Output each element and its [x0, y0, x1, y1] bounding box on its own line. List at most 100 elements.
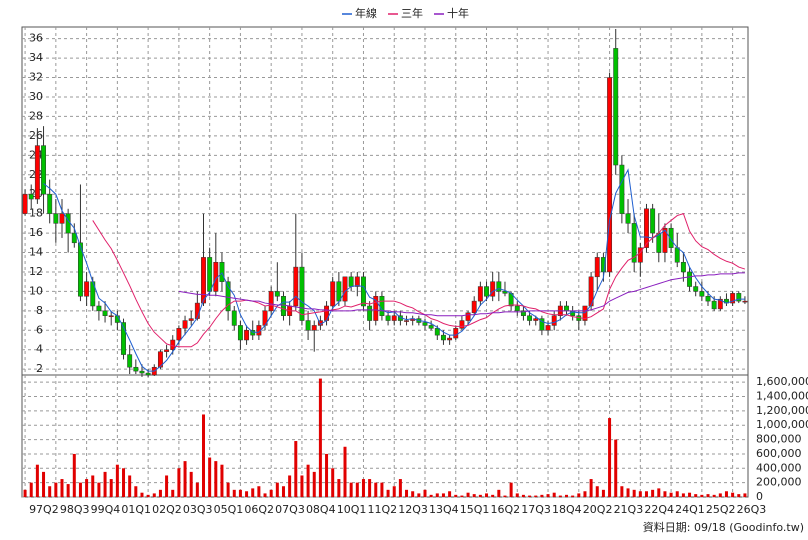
- volume-bar: [66, 484, 70, 497]
- y-tick-label: 18: [29, 207, 43, 220]
- candle-body: [336, 281, 342, 302]
- volume-bar: [595, 486, 599, 497]
- y2-tick-label: 0: [756, 490, 763, 503]
- x-tick-label: 98Q3: [60, 503, 90, 516]
- volume-bar: [386, 489, 390, 497]
- candle-body: [145, 372, 151, 376]
- candle-body: [539, 318, 545, 331]
- volume-bar: [644, 491, 648, 497]
- volume-bar: [681, 493, 685, 497]
- volume-bar: [491, 494, 495, 497]
- volume-bar: [700, 494, 704, 497]
- volume-bar: [103, 471, 107, 497]
- volume-bar: [521, 494, 525, 497]
- volume-bar: [109, 479, 113, 497]
- candle-body: [484, 286, 489, 297]
- volume-bar: [657, 488, 661, 497]
- candle-body: [225, 281, 231, 312]
- y-tick-label: 16: [29, 226, 43, 239]
- candle-body: [121, 322, 126, 355]
- candle-body: [231, 310, 237, 326]
- candle-body: [644, 208, 649, 248]
- x-tick-label: 21Q3: [614, 503, 644, 516]
- volume-bar: [497, 489, 501, 497]
- volume-bar: [731, 492, 735, 497]
- candle-body: [668, 227, 674, 248]
- y-tick-label: 26: [29, 129, 43, 142]
- volume-bar: [688, 492, 692, 497]
- x-tick-label: 06Q2: [244, 503, 274, 516]
- volume-bar: [460, 495, 464, 497]
- legend: 年線 三年 十年: [342, 6, 469, 20]
- volume-bar: [694, 494, 698, 497]
- volume-bar: [558, 495, 562, 497]
- volume-bar: [349, 482, 353, 497]
- x-tick-label: 20Q2: [583, 503, 613, 516]
- volume-bar: [724, 491, 728, 497]
- volume-bar: [405, 489, 409, 497]
- volume-bar: [448, 491, 452, 497]
- volume-bar: [589, 479, 593, 497]
- volume-bar: [23, 489, 27, 497]
- candle-body: [219, 261, 225, 282]
- candle-body: [84, 281, 90, 297]
- candle-body: [379, 296, 385, 316]
- volume-bar: [441, 493, 445, 497]
- volume-bar: [515, 493, 519, 497]
- candle-body: [348, 276, 354, 287]
- candle-body: [613, 48, 619, 166]
- volume-bar: [552, 492, 556, 497]
- candle-body: [133, 366, 139, 372]
- candle-body: [139, 370, 145, 374]
- candle-body: [71, 232, 77, 244]
- x-tick-label: 11Q2: [367, 503, 397, 516]
- volume-bar: [712, 494, 716, 497]
- x-tick-label: 18Q4: [552, 503, 582, 516]
- candle-body: [459, 320, 465, 329]
- candle-body: [680, 261, 686, 273]
- y-tick-label: 34: [29, 51, 43, 64]
- x-tick-label: 17Q3: [521, 503, 551, 516]
- x-tick-label: 07Q3: [275, 503, 305, 516]
- candle-body: [96, 305, 102, 312]
- volume-bar: [466, 492, 470, 497]
- candle-body: [361, 276, 366, 307]
- x-tick-label: 26Q3: [737, 503, 767, 516]
- x-tick-label: 97Q2: [29, 503, 59, 516]
- volume-bar: [472, 494, 476, 497]
- candle-body: [201, 257, 206, 304]
- legend-label: 年線: [355, 6, 377, 20]
- y2-tick-label: 1,000,000: [756, 418, 808, 431]
- candle-body: [157, 351, 163, 368]
- candle-body: [127, 354, 133, 368]
- volume-bar: [632, 489, 636, 497]
- volume-bar: [269, 489, 273, 497]
- volume-bar: [392, 486, 396, 497]
- x-tick-label: 10Q1: [337, 503, 367, 516]
- candle-body: [391, 315, 397, 321]
- y2-tick-label: 1,400,000: [756, 390, 808, 403]
- volume-bar: [540, 494, 544, 497]
- volume-bar: [620, 486, 624, 497]
- volume-bar: [663, 491, 667, 497]
- volume-bar: [485, 493, 489, 497]
- y-tick-label: 2: [36, 362, 43, 375]
- candle-body: [47, 193, 53, 214]
- candle-body: [496, 281, 502, 292]
- volume-bar: [140, 492, 144, 497]
- candle-body: [354, 276, 360, 287]
- volume-bar: [72, 453, 76, 497]
- candle-body: [502, 291, 508, 294]
- volume-bar: [35, 464, 39, 497]
- volume-bar: [54, 482, 58, 497]
- candle-body: [551, 315, 557, 326]
- volume-bar: [343, 446, 347, 497]
- volume-bar: [294, 441, 298, 497]
- volume-bar: [158, 489, 162, 497]
- candle-body: [53, 213, 59, 224]
- candle-body: [607, 77, 613, 273]
- volume-bar: [608, 418, 612, 497]
- volume-bar: [183, 461, 187, 497]
- volume-bar: [626, 488, 630, 497]
